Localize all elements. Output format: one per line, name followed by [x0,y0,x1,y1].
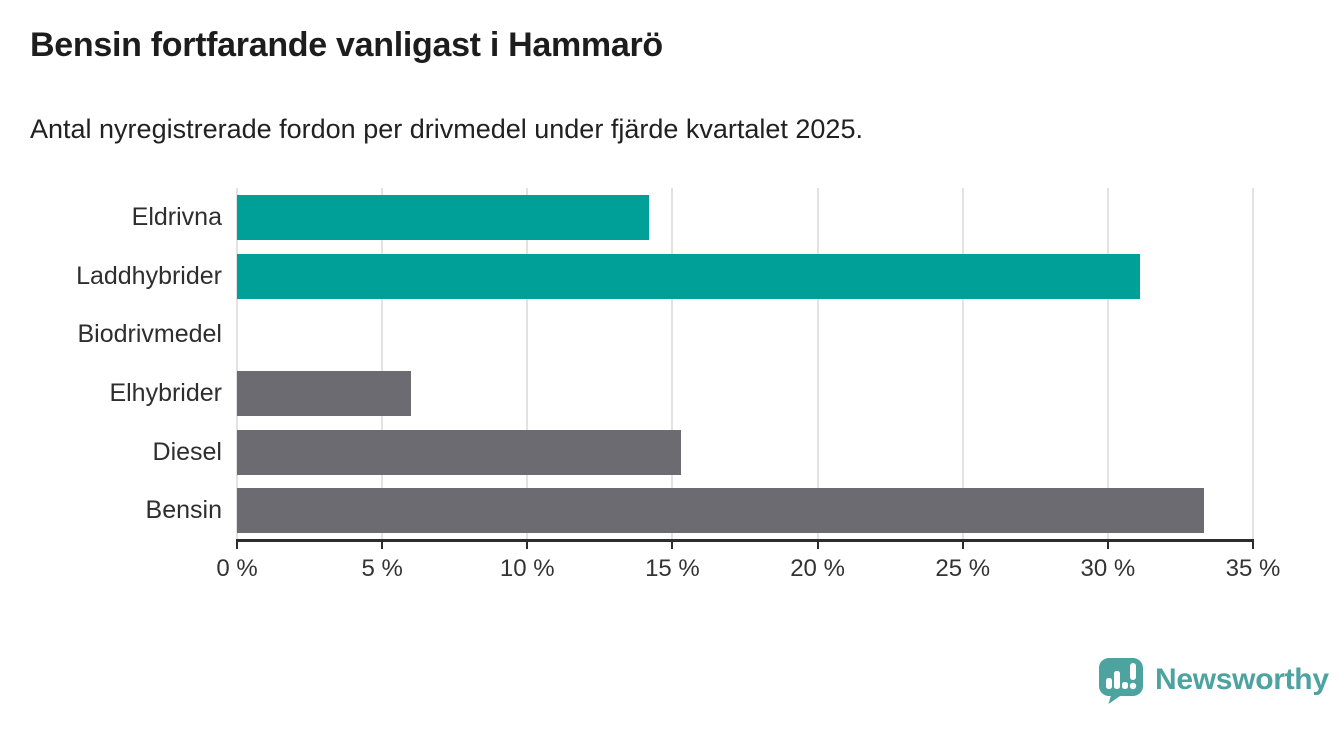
x-tick-label: 5 % [361,555,403,582]
x-axis: 0 % 5 % 10 % 15 % 20 % 25 % 30 % 35 % [216,539,1280,599]
x-tick [526,541,529,549]
newsworthy-logo: Newsworthy [1097,656,1329,704]
gridline [236,188,238,540]
plot-area [236,188,1254,540]
x-tick [236,541,238,549]
newsworthy-logo-icon [1099,658,1143,704]
gridline [671,188,674,540]
category-label: Biodrivmedel [77,320,222,349]
x-tick-label: 20 % [790,555,845,582]
x-axis-line [236,539,1254,542]
x-tick [1106,541,1109,549]
x-tick-label: 10 % [499,555,555,582]
x-tick [961,541,964,549]
gridline [961,188,964,540]
category-label: Diesel [152,437,222,466]
x-tick-label: 35 % [1225,555,1281,582]
gridline [526,188,529,540]
x-tick-label: 25 % [935,555,991,582]
gridline [381,188,384,540]
gridline [1252,188,1254,540]
bar [237,429,682,475]
x-tick [381,541,384,549]
bar [237,370,412,416]
x-tick [816,541,819,549]
gridline [816,188,819,540]
x-tick [671,541,674,549]
chart-subtitle: Antal nyregistrerade fordon per drivmede… [30,114,863,144]
category-axis: Eldrivna Laddhybrider Biodrivmedel Elhybrid… [0,188,222,540]
category-label: Elhybrider [109,379,222,407]
x-tick-label: 30 % [1080,555,1136,582]
bar [237,488,1204,534]
category-label: Laddhybrider [76,261,222,290]
category-label: Bensin [145,496,222,525]
chart-title: Bensin fortfarande vanligast i Hammarö [30,26,663,64]
bar [237,194,650,240]
newsworthy-logo-text: Newsworthy [1155,663,1329,696]
bar [237,253,1140,299]
gridline [1106,188,1109,540]
category-label: Eldrivna [131,203,222,231]
x-tick [1252,541,1254,549]
x-tick-label: 0 % [216,555,258,582]
x-tick-label: 15 % [645,555,700,582]
